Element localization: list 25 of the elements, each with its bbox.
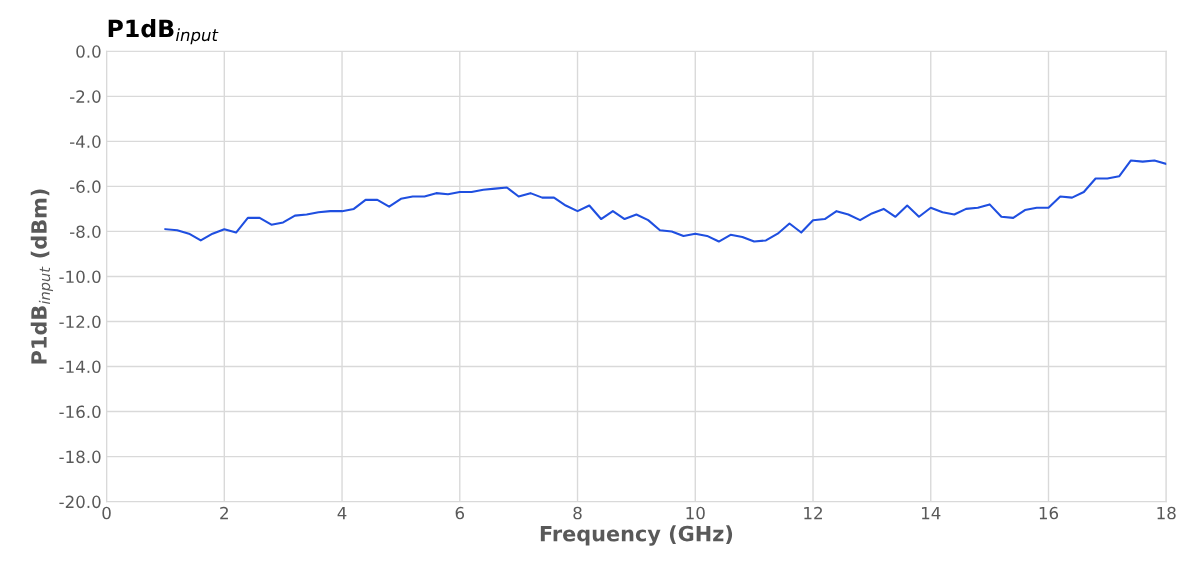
- y-tick-label: -20.0: [59, 495, 101, 509]
- x-tick-label: 2: [220, 506, 228, 520]
- y-tick-label: -10.0: [59, 270, 101, 284]
- chart-title: P1dB$_{input}$: [108, 19, 219, 45]
- x-tick-label: 6: [455, 506, 465, 520]
- y-tick-label: -12.0: [59, 315, 101, 329]
- x-tick-label: 4: [337, 506, 347, 520]
- x-tick-label: 8: [573, 506, 582, 520]
- y-tick-label: -8.0: [70, 225, 101, 238]
- y-tick-label: 0.0: [76, 45, 101, 58]
- x-axis-title: Frequency (GHz): [540, 525, 733, 546]
- x-tick-label: 10: [686, 506, 705, 520]
- x-tick-label: 0: [102, 506, 111, 520]
- line-series: [164, 159, 1167, 243]
- x-tick-label: 14: [921, 506, 941, 520]
- y-tick-label: -18.0: [59, 450, 101, 464]
- y-tick-label: -4.0: [70, 135, 101, 148]
- x-tick-label: 16: [1039, 506, 1059, 520]
- y-tick-label: -14.0: [59, 360, 101, 374]
- y-axis-title: P1dB$_{input}$ (dBm): [30, 189, 54, 364]
- x-tick-label: 12: [804, 506, 822, 520]
- y-tick-label: -6.0: [70, 180, 101, 193]
- y-tick-label: -16.0: [59, 405, 101, 419]
- x-tick-label: 18: [1157, 506, 1176, 520]
- y-tick-label: -2.0: [70, 90, 101, 103]
